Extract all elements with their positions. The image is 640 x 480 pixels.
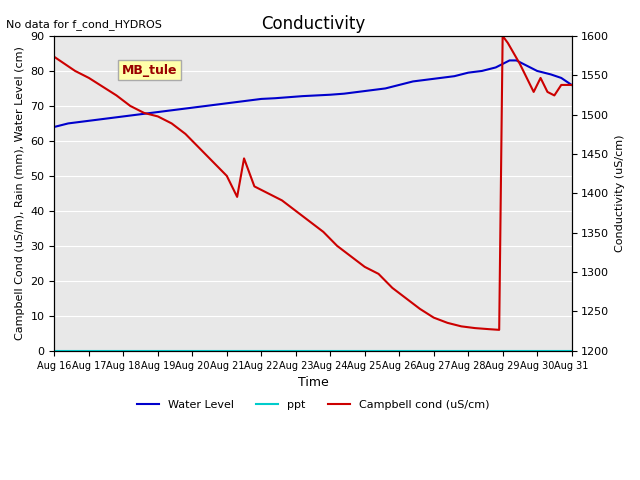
Legend: Water Level, ppt, Campbell cond (uS/cm): Water Level, ppt, Campbell cond (uS/cm) [132,396,494,415]
X-axis label: Time: Time [298,376,328,389]
Y-axis label: Conductivity (uS/cm): Conductivity (uS/cm) [615,135,625,252]
Text: MB_tule: MB_tule [122,64,177,77]
Y-axis label: Campbell Cond (uS/m), Rain (mm), Water Level (cm): Campbell Cond (uS/m), Rain (mm), Water L… [15,47,25,340]
Text: No data for f_cond_HYDROS: No data for f_cond_HYDROS [6,19,163,30]
Title: Conductivity: Conductivity [261,15,365,33]
